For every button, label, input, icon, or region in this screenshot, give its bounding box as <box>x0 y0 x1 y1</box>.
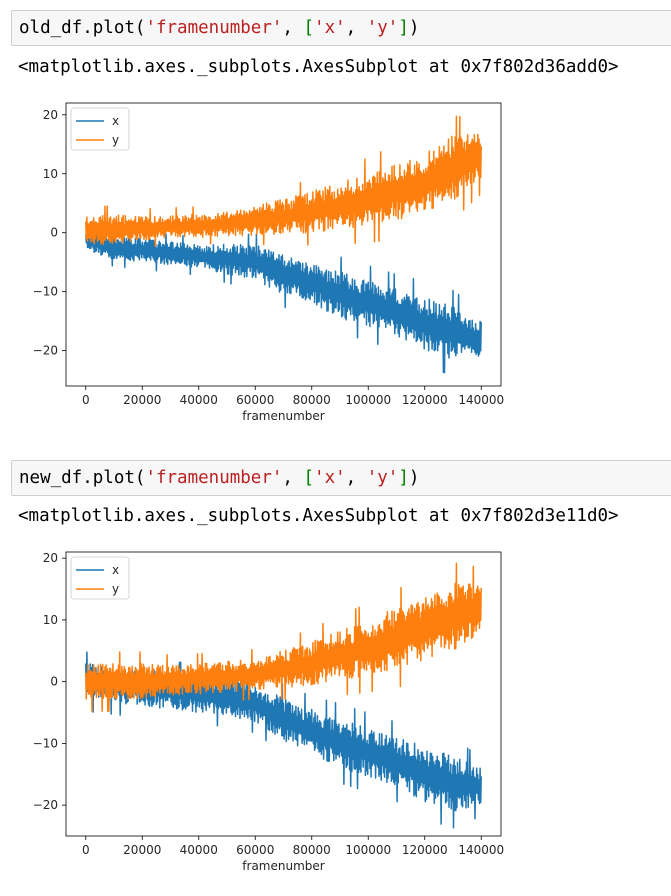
x-tick-label: 0 <box>82 393 90 407</box>
line-chart-2: 0 20000 40000 60000 80000 100000 120000 140000 −… <box>33 551 504 873</box>
series-line-x <box>85 651 482 829</box>
legend-box <box>70 556 130 600</box>
y-tick-label: 20 <box>43 551 58 565</box>
legend: xy <box>70 107 130 151</box>
code-token: 'y' <box>366 468 399 488</box>
x-tick-label: 60000 <box>236 843 274 857</box>
series-line-y <box>85 115 482 248</box>
code-line-1[interactable]: old_df.plot('framenumber', ['x', 'y']) <box>19 18 419 38</box>
cell-output-text-2: <matplotlib.axes._subplots.AxesSubplot a… <box>18 506 619 526</box>
y-tick-label: 20 <box>43 108 58 122</box>
axes-frame <box>65 102 502 387</box>
y-tick-label: −10 <box>33 736 58 750</box>
code-token: 'framenumber' <box>145 468 283 488</box>
code-token: 'framenumber' <box>145 18 283 38</box>
legend-box <box>70 107 130 151</box>
x-tick-label: 0 <box>82 843 90 857</box>
legend-label-x: x <box>112 563 119 577</box>
code-token: ) <box>408 468 420 488</box>
x-tick-label: 120000 <box>402 393 448 407</box>
code-token: [ <box>303 468 315 488</box>
x-tick-label: 20000 <box>123 843 161 857</box>
x-tick-label: 140000 <box>458 393 504 407</box>
y-tick-label: 0 <box>50 675 58 689</box>
legend-label-x: x <box>112 114 119 128</box>
code-token: 'y' <box>366 18 399 38</box>
y-tick-label: −20 <box>33 798 58 812</box>
code-token: 'x' <box>314 18 346 38</box>
cell-output-text-1: <matplotlib.axes._subplots.AxesSubplot a… <box>18 57 619 77</box>
x-tick-label: 80000 <box>293 393 331 407</box>
y-tick-label: −10 <box>33 285 58 299</box>
x-tick-label: 20000 <box>123 393 161 407</box>
code-token: 'x' <box>314 468 346 488</box>
code-token: , <box>345 468 367 488</box>
x-tick-label: 120000 <box>402 843 448 857</box>
x-tick-label: 40000 <box>180 393 218 407</box>
y-tick-label: 10 <box>43 167 58 181</box>
code-token: [ <box>303 18 315 38</box>
y-tick-label: 0 <box>50 226 58 240</box>
code-token: , <box>282 18 304 38</box>
code-token: , <box>282 468 304 488</box>
x-axis-label: framenumber <box>242 859 324 873</box>
line-chart-1: 0 20000 40000 60000 80000 100000 120000 140000 −… <box>33 102 504 423</box>
x-tick-label: 140000 <box>458 843 504 857</box>
x-tick-label: 100000 <box>345 393 391 407</box>
axes-frame <box>65 551 502 837</box>
code-token: new_df.plot( <box>19 468 146 488</box>
x-axis-label: framenumber <box>242 409 324 423</box>
y-tick-label: 10 <box>43 613 58 627</box>
legend: xy <box>70 556 130 600</box>
code-line-2[interactable]: new_df.plot('framenumber', ['x', 'y']) <box>19 468 419 488</box>
code-token: ) <box>408 18 420 38</box>
series-line-y <box>85 562 482 713</box>
x-tick-label: 100000 <box>345 843 391 857</box>
series-line-x <box>85 221 482 374</box>
y-tick-label: −20 <box>33 344 58 358</box>
code-token: ] <box>398 18 409 38</box>
legend-label-y: y <box>112 133 119 147</box>
code-cell-1[interactable]: old_df.plot('framenumber', ['x', 'y']) <box>11 10 671 46</box>
code-token: ] <box>398 468 409 488</box>
code-token: old_df.plot( <box>19 18 146 38</box>
legend-label-y: y <box>112 582 119 596</box>
code-cell-2[interactable]: new_df.plot('framenumber', ['x', 'y']) <box>11 460 671 496</box>
code-token: , <box>345 18 367 38</box>
x-tick-label: 60000 <box>236 393 274 407</box>
x-tick-label: 80000 <box>293 843 331 857</box>
x-tick-label: 40000 <box>180 843 218 857</box>
